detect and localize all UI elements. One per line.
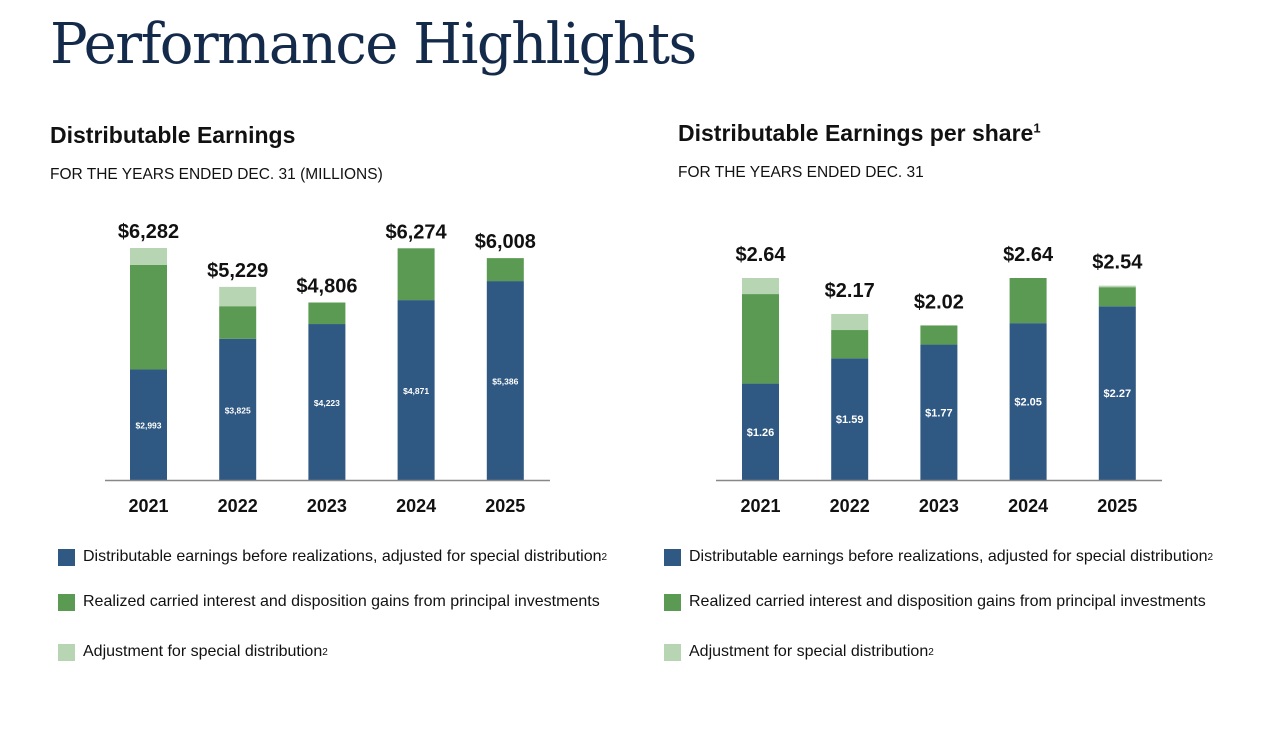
- x-tick-label: 2025: [1097, 496, 1137, 516]
- x-tick-label: 2024: [1008, 496, 1048, 516]
- bar-group-2021: $2,993 $6,282 2021: [118, 221, 179, 516]
- bar-group-2024: $2.05 $2.64 2024: [1003, 244, 1054, 516]
- bar-segment-adjustment: [219, 286, 257, 307]
- legend-item-before-realizations: Distributable earnings before realizatio…: [664, 548, 1213, 566]
- bar-segment-before-realizations: [219, 338, 257, 480]
- distributable-earnings-panel: Distributable Earnings FOR THE YEARS END…: [0, 0, 620, 740]
- bar-segment-adjustment: [831, 313, 869, 331]
- bar-group-2025: $2.27 $2.54 2025: [1092, 252, 1143, 516]
- legend-swatch: [664, 593, 681, 611]
- legend-footnote: 2: [1207, 551, 1214, 563]
- chart-title: Distributable Earnings: [50, 122, 295, 149]
- page-title: Performance Highlights: [50, 12, 697, 77]
- x-tick-label: 2025: [485, 496, 525, 516]
- legend-item-before-realizations: Distributable earnings before realizatio…: [58, 548, 607, 566]
- legend-item-adjustment: Adjustment for special distribution 2: [664, 643, 934, 661]
- legend-label: Adjustment for special distribution: [83, 643, 323, 660]
- distributable-earnings-chart: $2,993$6,2822021$3,825$5,2292022$4,223$4…: [105, 221, 550, 516]
- legend-label: Adjustment for special distribution: [689, 643, 929, 660]
- bar-group-2022: $3,825 $5,229 2022: [207, 260, 268, 516]
- bar-segment-adjustment: [1098, 285, 1136, 288]
- segment-value-label: $4,223: [314, 398, 340, 408]
- bar-segment-before-realizations: [130, 369, 167, 480]
- distributable-earnings-per-share-chart: $1.26 $2.64 2021 $1.59 $2.17 2022 $1.77 $2.02 20…: [716, 244, 1162, 516]
- x-tick-label: 2024: [396, 496, 436, 516]
- bar-segment-realized: [920, 325, 958, 345]
- legend-swatch: [664, 548, 681, 566]
- chart-subtitle: FOR THE YEARS ENDED DEC. 31: [678, 164, 924, 181]
- total-value-label: $6,274: [386, 221, 448, 243]
- bar-segment-adjustment: [742, 278, 779, 295]
- bar-segment-realized: [742, 294, 779, 384]
- total-value-label: $2.64: [735, 244, 786, 266]
- bar-group-2023: $4,223 $4,806 2023: [296, 276, 357, 516]
- bar-segment-realized: [1009, 278, 1047, 324]
- chart-title-text: Distributable Earnings: [50, 122, 296, 148]
- bar-group-2021: $1.26 $2.64 2021: [735, 244, 786, 516]
- bar-segment-before-realizations: [1009, 323, 1047, 480]
- legend-swatch: [58, 593, 75, 611]
- x-tick-label: 2021: [128, 496, 168, 516]
- segment-value-label: $1.77: [925, 407, 953, 419]
- bar-segment-realized: [397, 248, 435, 301]
- bar-segment-realized: [219, 306, 257, 339]
- segment-value-label: $2.27: [1104, 388, 1132, 400]
- segment-value-label: $2.05: [1014, 397, 1042, 409]
- legend-footnote: 2: [928, 646, 934, 658]
- x-tick-label: 2023: [919, 496, 959, 516]
- bar-segment-realized: [130, 264, 167, 370]
- total-value-label: $4,806: [296, 276, 357, 298]
- chart-title-text: Distributable Earnings per share: [678, 120, 1034, 146]
- bar-segment-before-realizations: [486, 281, 524, 480]
- bar-segment-before-realizations: [397, 300, 435, 480]
- segment-value-label: $1.59: [836, 414, 864, 426]
- bar-segment-before-realizations: [308, 324, 346, 480]
- bar-segment-before-realizations: [831, 358, 869, 480]
- chart-title: Distributable Earnings per share1: [678, 120, 1041, 147]
- segment-value-label: $4,871: [403, 386, 429, 396]
- segment-value-label: $5,386: [492, 377, 518, 387]
- distributable-earnings-per-share-panel: Distributable Earnings per share1 FOR TH…: [628, 0, 1248, 740]
- chart-subtitle: FOR THE YEARS ENDED DEC. 31 (MILLIONS): [50, 166, 383, 183]
- legend-swatch: [58, 548, 75, 566]
- segment-value-label: $3,825: [225, 405, 251, 415]
- legend-label: Realized carried interest and dispositio…: [689, 593, 1206, 610]
- bar-segment-before-realizations: [742, 383, 779, 480]
- bar-group-2023: $1.77 $2.02 2023: [914, 291, 964, 516]
- legend-footnote: 2: [601, 551, 608, 563]
- bar-segment-before-realizations: [920, 344, 958, 480]
- total-value-label: $2.02: [914, 291, 964, 313]
- total-value-label: $6,008: [475, 231, 536, 253]
- total-value-label: $2.17: [825, 280, 875, 302]
- bar-segment-realized: [831, 330, 869, 359]
- bar-group-2022: $1.59 $2.17 2022: [825, 280, 875, 516]
- total-value-label: $2.54: [1092, 252, 1143, 274]
- total-value-label: $6,282: [118, 221, 179, 243]
- bar-segment-realized: [308, 302, 346, 325]
- legend-label: Realized carried interest and dispositio…: [83, 593, 600, 610]
- bar-segment-realized: [486, 258, 524, 282]
- legend-swatch: [664, 643, 681, 661]
- segment-value-label: $2,993: [136, 421, 162, 431]
- legend-swatch: [58, 643, 75, 661]
- legend-item-adjustment: Adjustment for special distribution 2: [58, 643, 328, 661]
- total-value-label: $2.64: [1003, 244, 1054, 266]
- legend-label: Distributable earnings before realizatio…: [83, 548, 602, 565]
- x-tick-label: 2023: [307, 496, 347, 516]
- legend-label: Distributable earnings before realizatio…: [689, 548, 1208, 565]
- x-tick-label: 2022: [830, 496, 870, 516]
- bar-segment-before-realizations: [1098, 306, 1136, 480]
- bar-segment-realized: [1098, 287, 1136, 307]
- legend-footnote: 2: [322, 646, 328, 658]
- legend-item-realized: Realized carried interest and dispositio…: [58, 593, 600, 611]
- legend-item-realized: Realized carried interest and dispositio…: [664, 593, 1206, 611]
- bar-group-2025: $5,386 $6,008 2025: [475, 231, 536, 516]
- segment-value-label: $1.26: [747, 427, 775, 439]
- x-tick-label: 2021: [740, 496, 780, 516]
- x-tick-label: 2022: [218, 496, 258, 516]
- title-footnote: 1: [1033, 120, 1041, 136]
- bar-segment-adjustment: [130, 248, 167, 265]
- total-value-label: $5,229: [207, 260, 268, 282]
- bar-group-2024: $4,871 $6,274 2024: [386, 221, 448, 516]
